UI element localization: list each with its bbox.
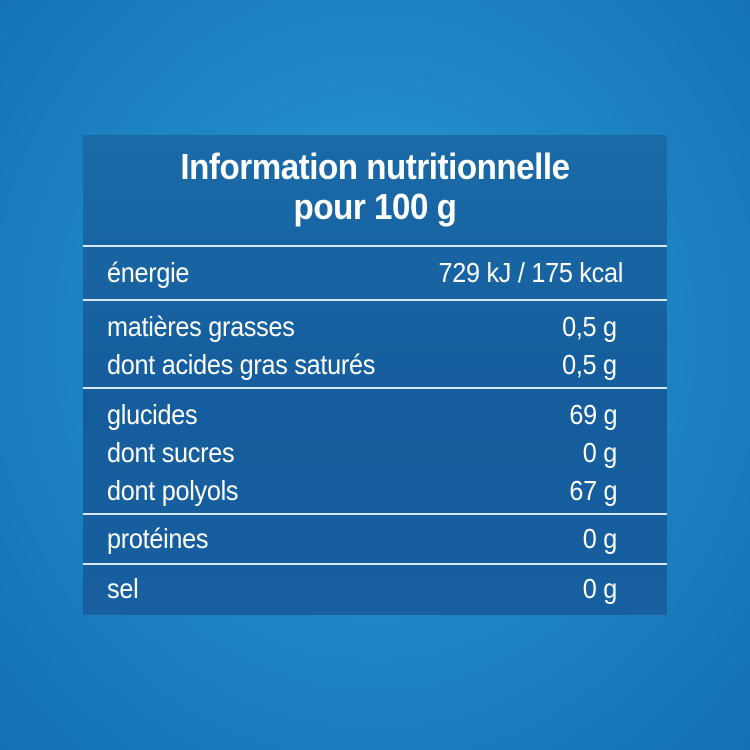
nutrition-row-polyols: dont polyols 67 g xyxy=(107,472,617,510)
separator xyxy=(83,299,667,301)
saturates-label: dont acides gras saturés xyxy=(107,349,376,380)
nutrition-row-carbs: glucides 69 g xyxy=(107,396,617,434)
separator xyxy=(83,563,667,565)
nutrition-row-energy: énergie 729 kJ / 175 kcal xyxy=(107,254,623,292)
nutrition-title-line1: Information nutritionnelle xyxy=(180,146,570,187)
separator xyxy=(83,513,667,515)
nutrition-header: Information nutritionnelle pour 100 g xyxy=(83,135,667,245)
carbs-label: glucides xyxy=(107,399,198,430)
energy-section: énergie 729 kJ / 175 kcal xyxy=(83,247,667,299)
polyols-label: dont polyols xyxy=(107,475,239,506)
protein-label: protéines xyxy=(107,523,209,554)
fat-value: 0,5 g xyxy=(562,311,617,342)
sugars-value: 0 g xyxy=(582,437,617,468)
nutrition-row-protein: protéines 0 g xyxy=(107,520,617,558)
nutrition-row-saturates: dont acides gras saturés 0,5 g xyxy=(107,346,617,384)
saturates-value: 0,5 g xyxy=(562,349,617,380)
polyols-value: 67 g xyxy=(569,475,617,506)
sugars-label: dont sucres xyxy=(107,437,235,468)
salt-value: 0 g xyxy=(582,573,617,604)
protein-section: protéines 0 g xyxy=(83,515,667,563)
fat-label: matières grasses xyxy=(107,311,295,342)
nutrition-panel: Information nutritionnelle pour 100 g én… xyxy=(83,135,667,615)
carbohydrate-section: glucides 69 g dont sucres 0 g dont polyo… xyxy=(83,389,667,513)
protein-value: 0 g xyxy=(582,523,617,554)
nutrition-row-sugars: dont sucres 0 g xyxy=(107,434,617,472)
separator xyxy=(83,387,667,389)
salt-label: sel xyxy=(107,573,139,604)
fat-section: matières grasses 0,5 g dont acides gras … xyxy=(83,301,667,387)
salt-section: sel 0 g xyxy=(83,565,667,617)
energy-label: énergie xyxy=(107,257,190,288)
separator xyxy=(83,245,667,247)
nutrition-title-line2: pour 100 g xyxy=(293,186,457,227)
carbs-value: 69 g xyxy=(569,399,617,430)
nutrition-row-salt: sel 0 g xyxy=(107,570,617,608)
energy-value: 729 kJ / 175 kcal xyxy=(438,257,623,288)
nutrition-row-fat: matières grasses 0,5 g xyxy=(107,308,617,346)
